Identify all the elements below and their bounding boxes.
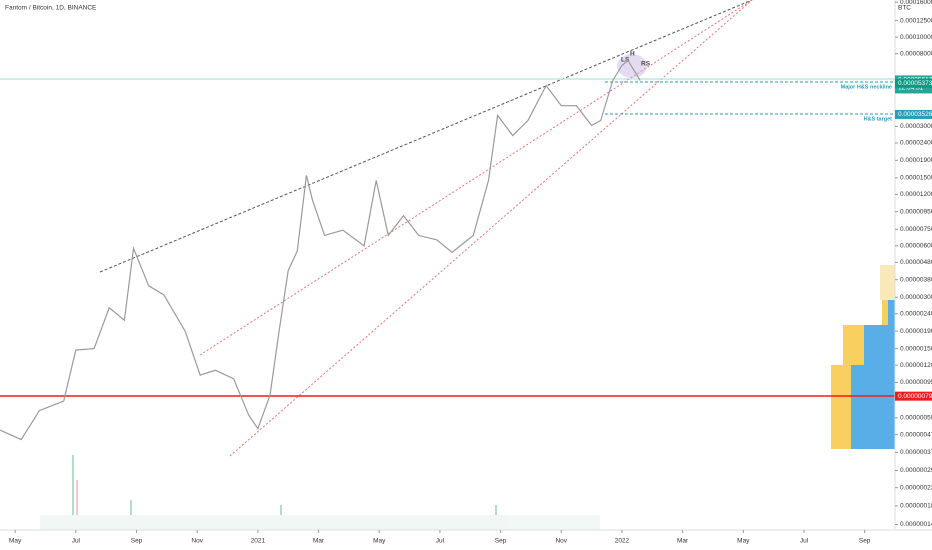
profile-up xyxy=(882,300,888,325)
countdown: 12:54:31 xyxy=(898,85,924,92)
mid-trendline xyxy=(199,0,753,356)
x-tick-label: Jul xyxy=(800,538,809,545)
y-tick-label: 0.00008000 xyxy=(900,50,932,57)
y-tick-label: 0.00000300 xyxy=(900,294,932,301)
profile-up xyxy=(843,325,864,365)
volume-bar xyxy=(72,455,74,530)
y-tick-label: 0.00001200 xyxy=(900,191,932,198)
profile-up xyxy=(880,265,895,300)
h-label: H xyxy=(630,51,635,58)
y-tick-label: 0.00000120 xyxy=(900,362,932,369)
price-label: 0.00003526 xyxy=(898,111,932,118)
target-label: H&S target xyxy=(864,116,893,122)
x-tick-label: 2021 xyxy=(251,538,266,545)
y-tick-label: 0.00010000 xyxy=(900,34,932,41)
y-tick-label: 0.00000059 xyxy=(900,415,932,422)
rs-label: RS xyxy=(641,61,651,68)
y-tick-label: 0.00000380 xyxy=(900,276,932,283)
price-label-box xyxy=(895,109,932,119)
x-tick-label: Mar xyxy=(313,538,325,545)
y-tick-label: 0.00000029 xyxy=(900,467,932,474)
y-tick-label: 0.00000750 xyxy=(900,226,932,233)
y-tick-label: 0.00001900 xyxy=(900,157,932,164)
symbol-title: Fantom / Bitcoin, 1D, BINANCE xyxy=(5,5,97,12)
volume-profile xyxy=(831,265,895,449)
x-tick-label: 2022 xyxy=(615,538,630,545)
profile-down xyxy=(888,300,895,325)
y-tick-label: 0.00002400 xyxy=(900,140,932,147)
x-tick-label: Sep xyxy=(859,538,871,545)
x-tick-label: Jul xyxy=(436,538,445,545)
profile-down xyxy=(851,365,895,449)
y-tick-label: 0.00012500 xyxy=(900,17,932,24)
x-tick-label: May xyxy=(373,538,386,545)
y-tick-label: 0.00000600 xyxy=(900,243,932,250)
x-tick-label: May xyxy=(737,538,750,545)
profile-up xyxy=(831,365,851,449)
x-tick-label: Jul xyxy=(72,538,81,545)
currency: BTC xyxy=(898,5,911,12)
y-tick-label: 0.00016000 xyxy=(900,0,932,6)
upper-trendline xyxy=(99,0,753,273)
y-tick-label: 0.00000150 xyxy=(900,345,932,352)
lower-trendline xyxy=(229,0,753,457)
price-label-box xyxy=(895,391,932,401)
price-line xyxy=(0,59,641,441)
y-tick-label: 0.00000023 xyxy=(900,484,932,491)
price-label-box xyxy=(895,78,932,88)
y-tick-label: 0.00001500 xyxy=(900,175,932,182)
x-tick-label: Sep xyxy=(495,538,507,545)
y-tick-label: 0.00000037 xyxy=(900,449,932,456)
x-tick-label: Nov xyxy=(555,538,567,545)
x-tick-label: May xyxy=(9,538,22,545)
volume-bar xyxy=(76,480,78,530)
x-tick-label: Nov xyxy=(191,538,203,545)
volume xyxy=(40,455,600,530)
x-tick-label: Sep xyxy=(131,538,143,545)
y-tick-label: 0.00000240 xyxy=(900,310,932,317)
profile-down xyxy=(864,325,895,365)
y-tick-label: 0.00000095 xyxy=(900,379,932,386)
x-tick-label: Mar xyxy=(677,538,689,545)
y-tick-label: 0.00000014 xyxy=(900,521,932,528)
y-tick-label: 0.00000190 xyxy=(900,328,932,335)
neckline-label: Major H&S neckline xyxy=(841,84,892,90)
ls-label: LS xyxy=(621,57,630,64)
y-tick-label: 0.00000950 xyxy=(900,208,932,215)
y-tick-label: 0.00003000 xyxy=(900,123,932,130)
y-tick-label: 0.00000047 xyxy=(900,431,932,438)
volume-band xyxy=(40,515,600,530)
y-tick-label: 0.00000480 xyxy=(900,259,932,266)
price-label: 0.00000079 xyxy=(898,393,932,400)
price-label: 0.00005373 xyxy=(898,80,932,87)
y-tick-label: 0.00000018 xyxy=(900,503,932,510)
